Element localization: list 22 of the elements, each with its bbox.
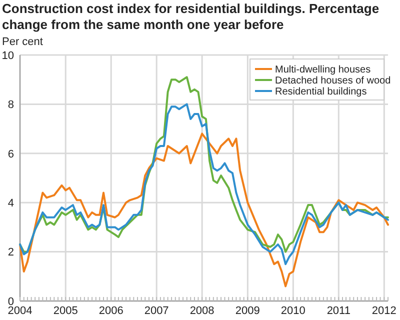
chart-title: Construction cost index for residential buildings. Percentage change from the same month one year before xyxy=(2,1,380,32)
x-tick-label: 2004 xyxy=(8,305,32,317)
x-tick-label: 2007 xyxy=(144,305,169,317)
legend-label: Multi-dwelling houses xyxy=(275,64,371,76)
x-tick-label: 2006 xyxy=(98,305,124,317)
legend-label: Residential buildings xyxy=(275,86,367,98)
x-tick-label: 2009 xyxy=(235,305,260,317)
legend-label: Detached houses of wood xyxy=(275,76,391,86)
x-tick-label: 2008 xyxy=(190,305,214,317)
line-series xyxy=(19,103,389,266)
line-series xyxy=(19,132,389,288)
line-series xyxy=(19,76,389,253)
x-tick-label: 2011 xyxy=(326,305,350,317)
y-tick-label: 8 xyxy=(8,99,14,112)
x-tick-label: 2012 xyxy=(372,305,396,317)
x-tick-label: 2010 xyxy=(280,305,306,317)
y-tick-label: 6 xyxy=(8,148,14,160)
y-tick-label: 10 xyxy=(2,50,14,62)
x-tick-label: 2005 xyxy=(53,305,78,317)
y-axis-title: Per cent xyxy=(2,36,43,48)
y-tick-label: 2 xyxy=(8,246,14,259)
y-tick-label: 4 xyxy=(8,197,14,210)
